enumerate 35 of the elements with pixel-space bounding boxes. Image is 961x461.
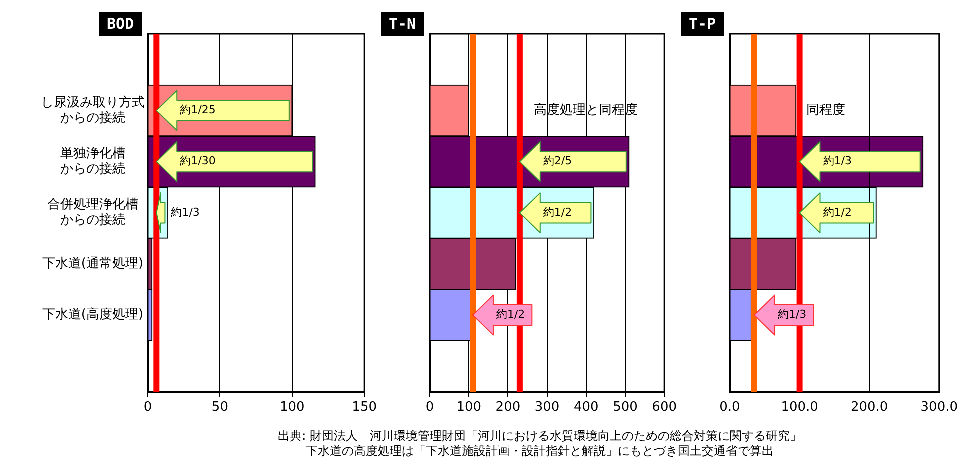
source-note: 出典: 財団法人 河川環境管理財団「河川における水質環境向上のための総合対策に関する研究」: [277, 429, 803, 444]
chart-title: T-N: [381, 12, 424, 36]
chart-title: BOD: [99, 12, 142, 36]
annotation: 約1/3: [823, 154, 852, 168]
annotation: 約2/5: [543, 154, 572, 168]
annotation: 約1/25: [180, 104, 216, 117]
y-tick-label: 下水道(高度処理): [42, 306, 144, 323]
annotation: 同程度: [806, 102, 846, 118]
x-tick-label: 50: [212, 400, 228, 416]
annotation: 約1/3: [171, 206, 200, 219]
x-tick-label: 150: [352, 400, 378, 416]
y-tick-label: し尿汲み取り方式からの接続: [41, 94, 145, 126]
annotation: 約1/2: [496, 308, 526, 322]
y-tick-label: 単独浄化槽からの接続: [60, 146, 126, 178]
x-tick-label: 500: [613, 400, 638, 416]
chart-title: T-P: [681, 12, 724, 36]
annotation: 約1/2: [543, 206, 572, 219]
x-tick-label: 300.0: [920, 400, 958, 416]
x-tick-label: 100.0: [781, 400, 818, 416]
y-tick-label: 合併処理浄化槽からの接続: [48, 198, 138, 228]
annotation: 約1/2: [823, 206, 852, 219]
x-tick-label: 200.0: [850, 400, 888, 416]
x-tick-label: 0.0: [720, 400, 740, 416]
x-tick-label: 200: [496, 400, 521, 416]
x-tick-label: 0: [144, 400, 152, 416]
x-tick-label: 0: [426, 400, 434, 416]
x-tick-label: 400: [574, 400, 599, 416]
x-tick-label: 100: [280, 400, 305, 416]
x-tick-label: 600: [652, 400, 678, 416]
x-tick-label: 100: [456, 400, 482, 416]
x-tick-label: 300: [534, 400, 560, 416]
annotation: 約1/3: [778, 308, 807, 322]
y-tick-label: 下水道(通常処理): [42, 256, 144, 272]
text: 下水道の高度処理は「下水道施設計画・設計指針と解説」にもとづき国土交通省で算出: [305, 444, 775, 459]
annotation: 約1/30: [180, 154, 216, 168]
